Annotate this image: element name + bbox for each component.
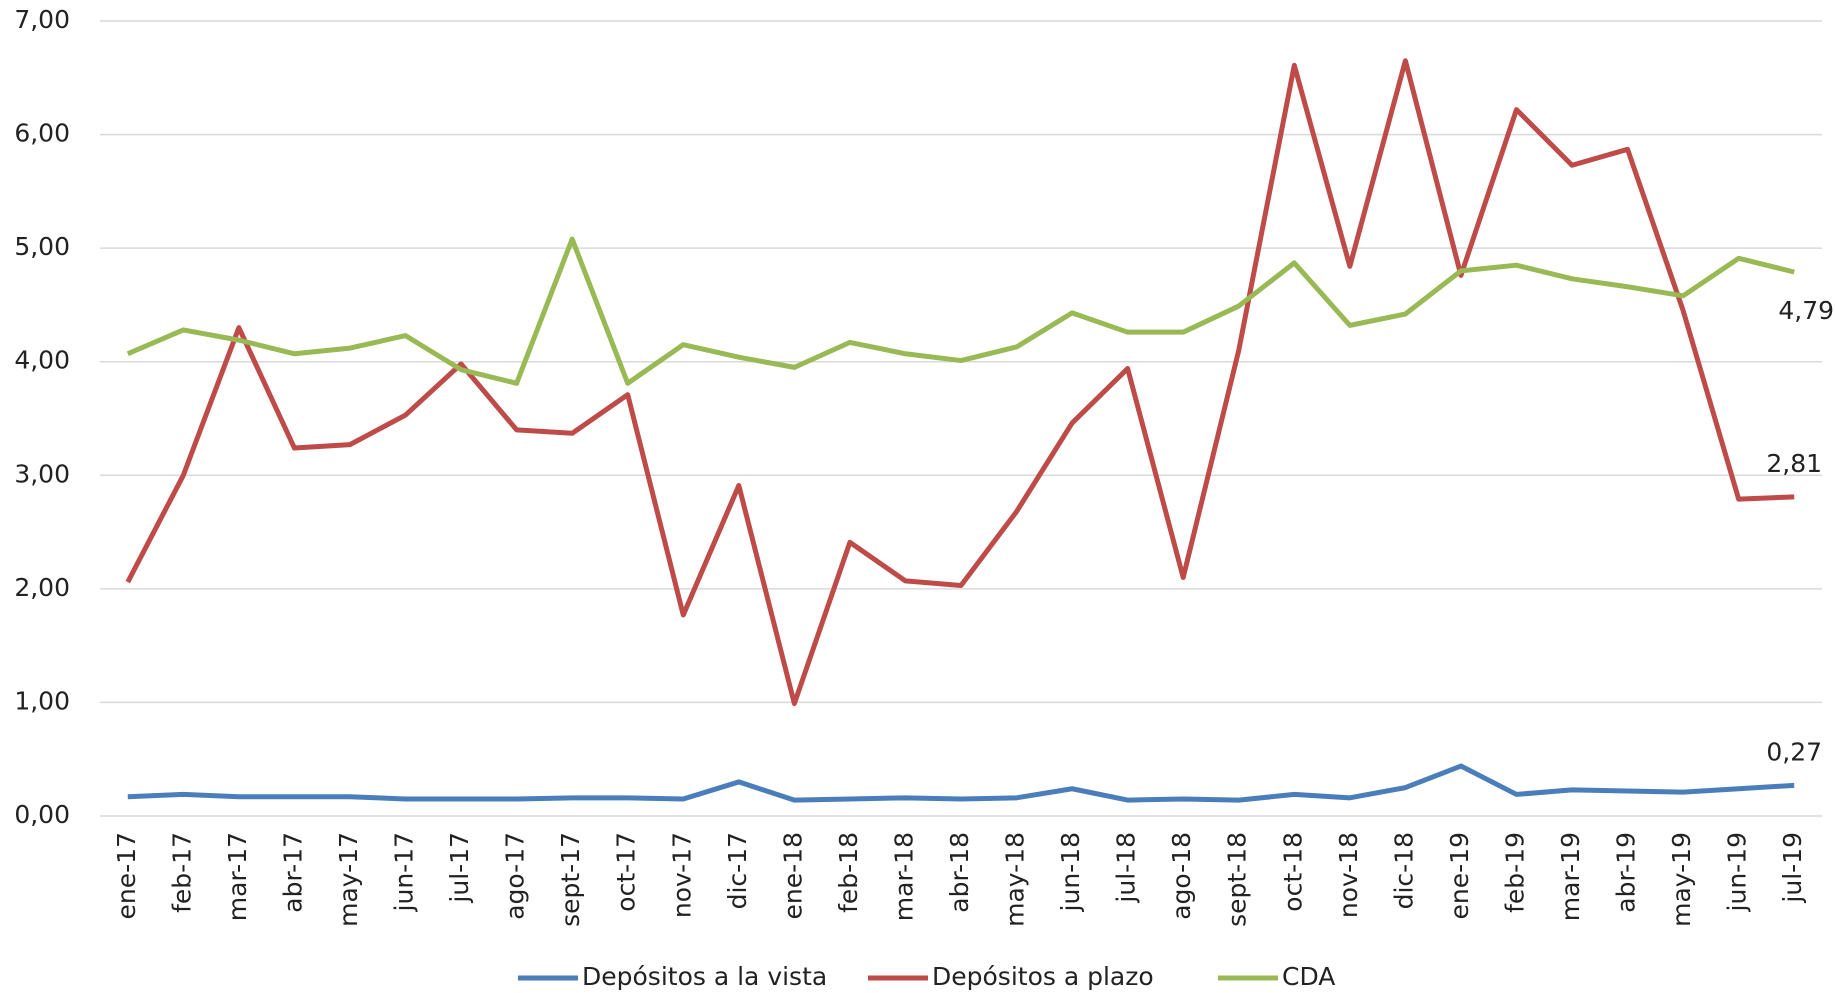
legend-label: CDA [1282, 962, 1335, 991]
x-tick-label: jul-19 [1778, 832, 1807, 904]
y-tick-label: 6,00 [14, 119, 70, 148]
x-tick-label: jun-18 [1056, 832, 1085, 912]
x-tick-label: nov-17 [667, 832, 696, 918]
legend: Depósitos a la vista Depósitos a plazo CDA [518, 962, 1335, 991]
x-tick-label: feb-17 [167, 832, 196, 913]
x-tick-label: jun-19 [1723, 832, 1752, 912]
x-tick-label: abr-17 [278, 832, 307, 913]
x-tick-label: ago-18 [1167, 832, 1196, 920]
x-tick-label: mar-18 [889, 832, 918, 921]
x-tick-label: dic-18 [1389, 832, 1418, 909]
legend-label: Depósitos a plazo [932, 962, 1154, 991]
y-tick-label: 0,00 [14, 800, 70, 829]
x-tick-label: dic-17 [723, 832, 752, 909]
x-tick-label: ene-19 [1445, 832, 1474, 919]
x-tick-label: may-17 [334, 832, 363, 927]
x-tick-label: sept-18 [1223, 832, 1252, 927]
x-tick-label: nov-18 [1334, 832, 1363, 918]
x-tick-label: abr-19 [1612, 832, 1641, 913]
x-tick-label: oct-17 [612, 832, 641, 912]
x-tick-label: abr-18 [945, 832, 974, 913]
series-line [128, 61, 1794, 704]
x-tick-label: ene-17 [112, 832, 141, 919]
x-tick-label: feb-18 [834, 832, 863, 913]
y-tick-label: 1,00 [14, 686, 70, 715]
data-label: 0,27 [1766, 737, 1822, 766]
y-tick-label: 2,00 [14, 573, 70, 602]
data-label: 2,81 [1766, 449, 1822, 478]
x-tick-label: mar-17 [223, 832, 252, 921]
x-tick-label: may-19 [1667, 832, 1696, 927]
x-tick-label: feb-19 [1500, 832, 1529, 913]
x-tick-label: oct-18 [1278, 832, 1307, 912]
x-tick-label: ene-18 [778, 832, 807, 919]
y-tick-label: 7,00 [14, 5, 70, 34]
series-line [128, 766, 1794, 800]
x-tick-label: ago-17 [501, 832, 530, 920]
legend-label: Depósitos a la vista [582, 962, 827, 991]
y-tick-label: 4,00 [14, 346, 70, 375]
x-tick-label: may-18 [1001, 832, 1030, 927]
y-tick-label: 5,00 [14, 232, 70, 261]
x-tick-label: sept-17 [556, 832, 585, 927]
x-tick-label: jul-17 [445, 832, 474, 904]
chart: 0,00 1,00 2,00 3,00 4,00 5,00 6,00 7,00 ene-17 fe… [0, 0, 1835, 993]
x-tick-label: jun-17 [390, 832, 419, 912]
x-tick-label: jul-18 [1112, 832, 1141, 904]
x-tick-label: mar-19 [1556, 832, 1585, 921]
data-label: 4,79 [1778, 296, 1834, 325]
y-tick-label: 3,00 [14, 459, 70, 488]
